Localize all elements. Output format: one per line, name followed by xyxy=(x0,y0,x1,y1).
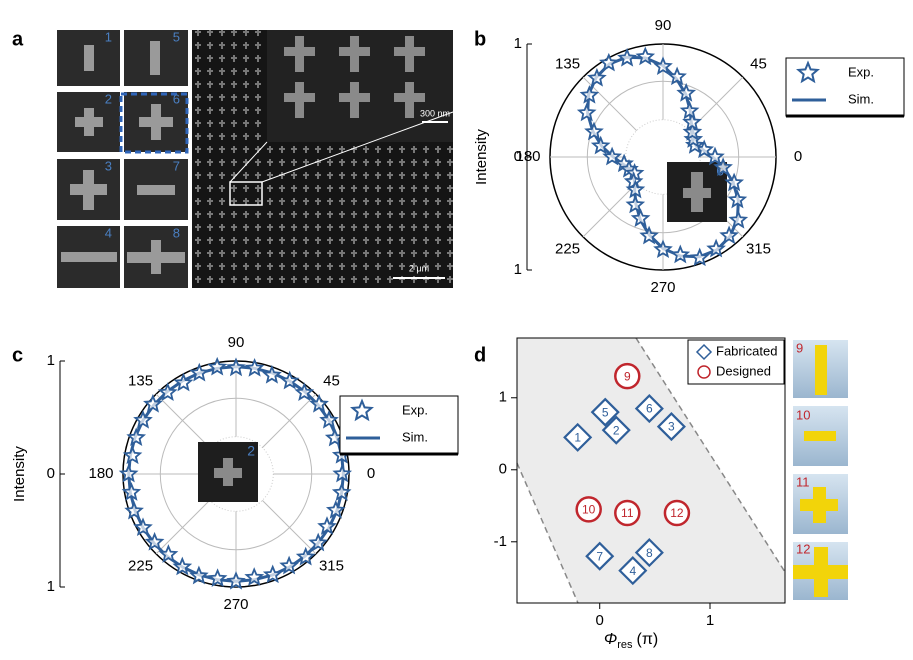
x-label-subscript: res xyxy=(617,639,633,651)
y-axis-label: Intensity xyxy=(473,129,490,185)
panel-label: a xyxy=(12,28,24,50)
legend-label: Exp. xyxy=(848,64,874,79)
legend-label: Fabricated xyxy=(716,343,777,358)
tile-label: 1 xyxy=(105,29,112,44)
tile-label: 4 xyxy=(105,225,112,240)
scale-bar-label: 2 μm xyxy=(409,263,429,273)
point-label: 9 xyxy=(624,369,631,383)
angle-tick-label: 135 xyxy=(555,55,580,72)
y-tick-label: 0 xyxy=(514,148,522,165)
image-label: 12 xyxy=(796,541,810,556)
angle-tick-label: 45 xyxy=(750,55,767,72)
figure: a b c d 300 nm 2 μm 15263748910111204590… xyxy=(0,0,913,655)
legend-label: Designed xyxy=(716,363,771,378)
y-tick-label: -1 xyxy=(494,533,507,550)
point-label: 2 xyxy=(613,423,620,437)
tile-label: 3 xyxy=(105,158,112,173)
angle-tick-label: 270 xyxy=(650,279,675,296)
legend-label: Sim. xyxy=(402,429,428,444)
x-tick-label: 0 xyxy=(596,612,604,629)
angle-tick-label: 135 xyxy=(128,372,153,389)
panel-label: d xyxy=(474,344,486,366)
angle-tick-label: 0 xyxy=(367,465,375,482)
angle-tick-label: 90 xyxy=(228,334,245,351)
y-tick-label: 1 xyxy=(499,389,507,406)
legend-label: Exp. xyxy=(402,402,428,417)
point-label: 8 xyxy=(646,546,653,560)
point-label: 7 xyxy=(596,549,603,563)
tile-label: 7 xyxy=(173,158,180,173)
point-label: 5 xyxy=(602,405,609,419)
inset-shape xyxy=(223,458,233,486)
angle-tick-label: 225 xyxy=(128,558,153,575)
y-tick-label: 1 xyxy=(514,35,522,52)
panel-label: b xyxy=(474,28,486,50)
legend-box xyxy=(786,58,904,116)
angle-tick-label: 315 xyxy=(746,241,771,258)
sem-inset xyxy=(267,30,453,142)
design-images xyxy=(793,340,848,600)
legend-marker xyxy=(698,366,710,378)
point-label: 3 xyxy=(668,420,675,434)
angle-tick-label: 315 xyxy=(319,558,344,575)
inset-label: 2 xyxy=(247,443,255,459)
point-label: 12 xyxy=(670,506,684,520)
tile-label: 2 xyxy=(105,91,112,106)
legend-box xyxy=(340,396,458,454)
y-tick-label: 1 xyxy=(47,578,55,595)
y-axis-label: Intensity xyxy=(11,446,28,502)
panel-label: c xyxy=(12,344,23,366)
sem-tiles xyxy=(57,30,188,288)
tile-label: 6 xyxy=(173,91,180,106)
angle-tick-label: 90 xyxy=(655,17,672,34)
x-tick-label: 1 xyxy=(706,612,714,629)
x-label-unit: (π) xyxy=(636,631,658,648)
point-label: 10 xyxy=(582,503,596,517)
scale-bar-label: 300 nm xyxy=(420,108,450,118)
point-label: 1 xyxy=(574,431,581,445)
angle-tick-label: 270 xyxy=(223,596,248,613)
y-tick-label: 1 xyxy=(47,352,55,369)
point-label: 4 xyxy=(629,564,636,578)
point-label: 11 xyxy=(621,506,634,520)
inset-shape xyxy=(683,188,711,198)
angle-tick-label: 45 xyxy=(323,372,340,389)
x-axis-label: Φres(π) xyxy=(604,631,658,651)
image-label: 11 xyxy=(796,474,810,489)
angle-tick-label: 225 xyxy=(555,241,580,258)
y-tick-label: 1 xyxy=(514,261,522,278)
image-label: 9 xyxy=(796,340,803,355)
x-label-symbol: Φ xyxy=(604,631,617,648)
angle-tick-label: 180 xyxy=(88,465,113,482)
point-label: 6 xyxy=(646,402,653,416)
legend-label: Sim. xyxy=(848,91,874,106)
tile-label: 5 xyxy=(173,29,180,44)
image-label: 10 xyxy=(796,407,810,422)
y-tick-label: 0 xyxy=(499,461,507,478)
angle-tick-label: 0 xyxy=(794,148,802,165)
y-tick-label: 0 xyxy=(47,465,55,482)
tile-label: 8 xyxy=(173,225,180,240)
